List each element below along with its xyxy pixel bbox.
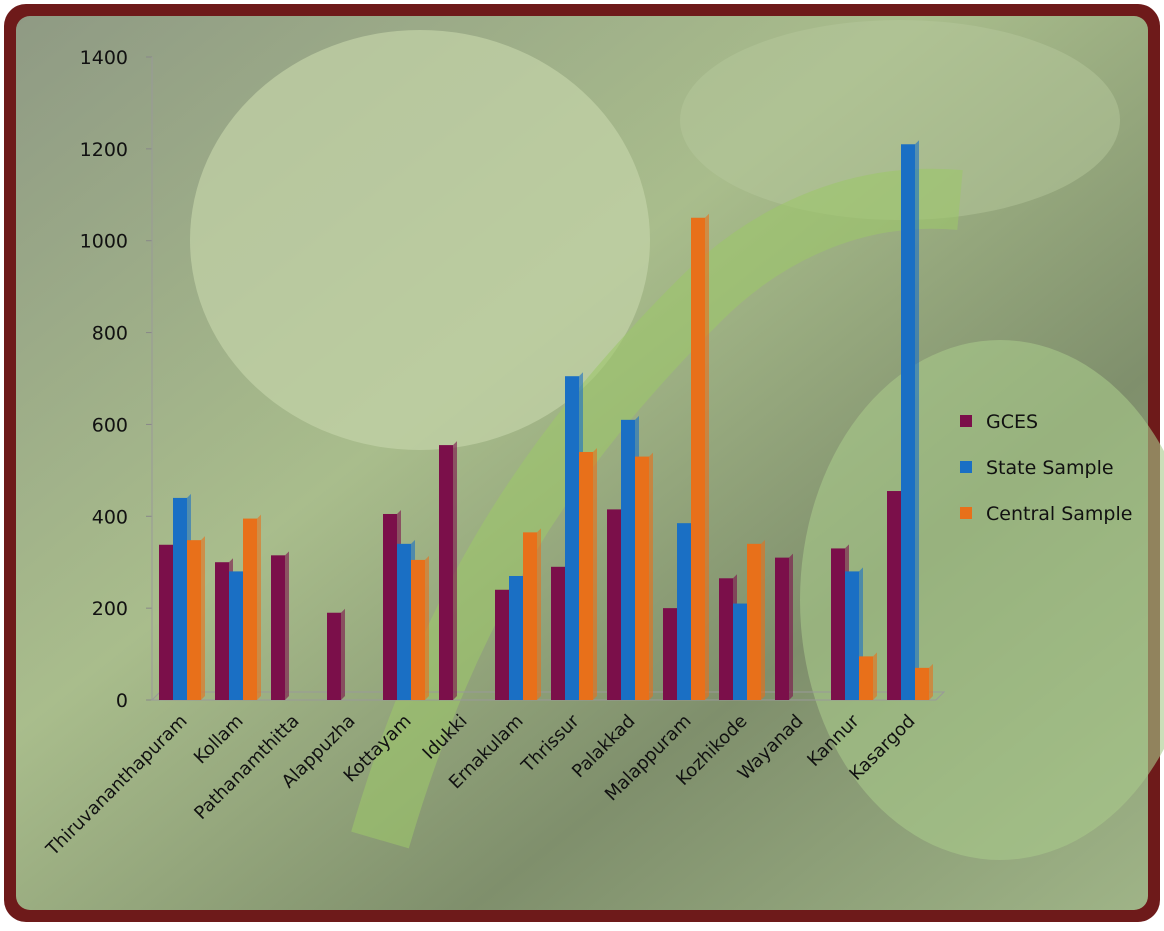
bar	[383, 513, 397, 700]
bar	[607, 509, 621, 700]
bar	[621, 419, 635, 700]
bar	[775, 557, 789, 700]
bar	[845, 571, 859, 700]
bar	[229, 571, 243, 700]
bar	[551, 566, 565, 700]
bar-side	[873, 652, 877, 700]
y-tick-label: 0	[116, 690, 128, 712]
y-tick-label: 1400	[80, 47, 128, 69]
y-tick-label: 600	[92, 414, 128, 436]
bar	[187, 540, 201, 700]
bar	[565, 376, 579, 700]
bar-side	[929, 663, 933, 700]
bar	[271, 555, 285, 700]
legend-label: Central Sample	[986, 503, 1132, 525]
bar-side	[285, 551, 289, 700]
bar	[243, 518, 257, 700]
bar-side	[453, 441, 457, 700]
bar	[173, 497, 187, 700]
bar-side	[915, 140, 919, 700]
bar	[215, 562, 229, 700]
bar	[495, 589, 509, 700]
legend-label: GCES	[986, 411, 1038, 433]
bar-side	[593, 447, 597, 700]
y-tick-label: 1200	[80, 139, 128, 161]
bar	[397, 543, 411, 700]
bar	[719, 578, 733, 700]
bar	[831, 548, 845, 700]
bar-side	[649, 452, 653, 700]
bar-side	[789, 553, 793, 700]
bar-side	[425, 555, 429, 700]
leaf	[800, 340, 1164, 860]
bar	[747, 543, 761, 700]
leaf	[190, 30, 650, 450]
bar-side	[537, 528, 541, 700]
legend-swatch	[960, 461, 972, 473]
y-tick-label: 200	[92, 598, 128, 620]
bar-side	[257, 514, 261, 700]
leaf	[680, 20, 1120, 220]
legend-swatch	[960, 507, 972, 519]
bar	[439, 445, 453, 700]
y-tick-label: 400	[92, 506, 128, 528]
bar	[411, 559, 425, 700]
bar	[327, 612, 341, 700]
bar-side	[705, 213, 709, 700]
bar	[901, 144, 915, 700]
y-tick-label: 800	[92, 323, 128, 345]
legend-swatch	[960, 415, 972, 427]
y-tick-label: 1000	[80, 231, 128, 253]
bar	[887, 491, 901, 700]
bar	[733, 603, 747, 700]
bar	[915, 667, 929, 700]
bar	[579, 451, 593, 700]
bar	[691, 217, 705, 700]
bar	[635, 456, 649, 700]
bar-side	[201, 536, 205, 700]
bar-side	[761, 539, 765, 700]
bar	[663, 608, 677, 700]
legend-label: State Sample	[986, 457, 1114, 479]
bar	[509, 575, 523, 700]
bar	[859, 656, 873, 700]
bar-side	[341, 608, 345, 700]
bar	[159, 544, 173, 700]
bar	[677, 523, 691, 700]
bar	[523, 532, 537, 700]
